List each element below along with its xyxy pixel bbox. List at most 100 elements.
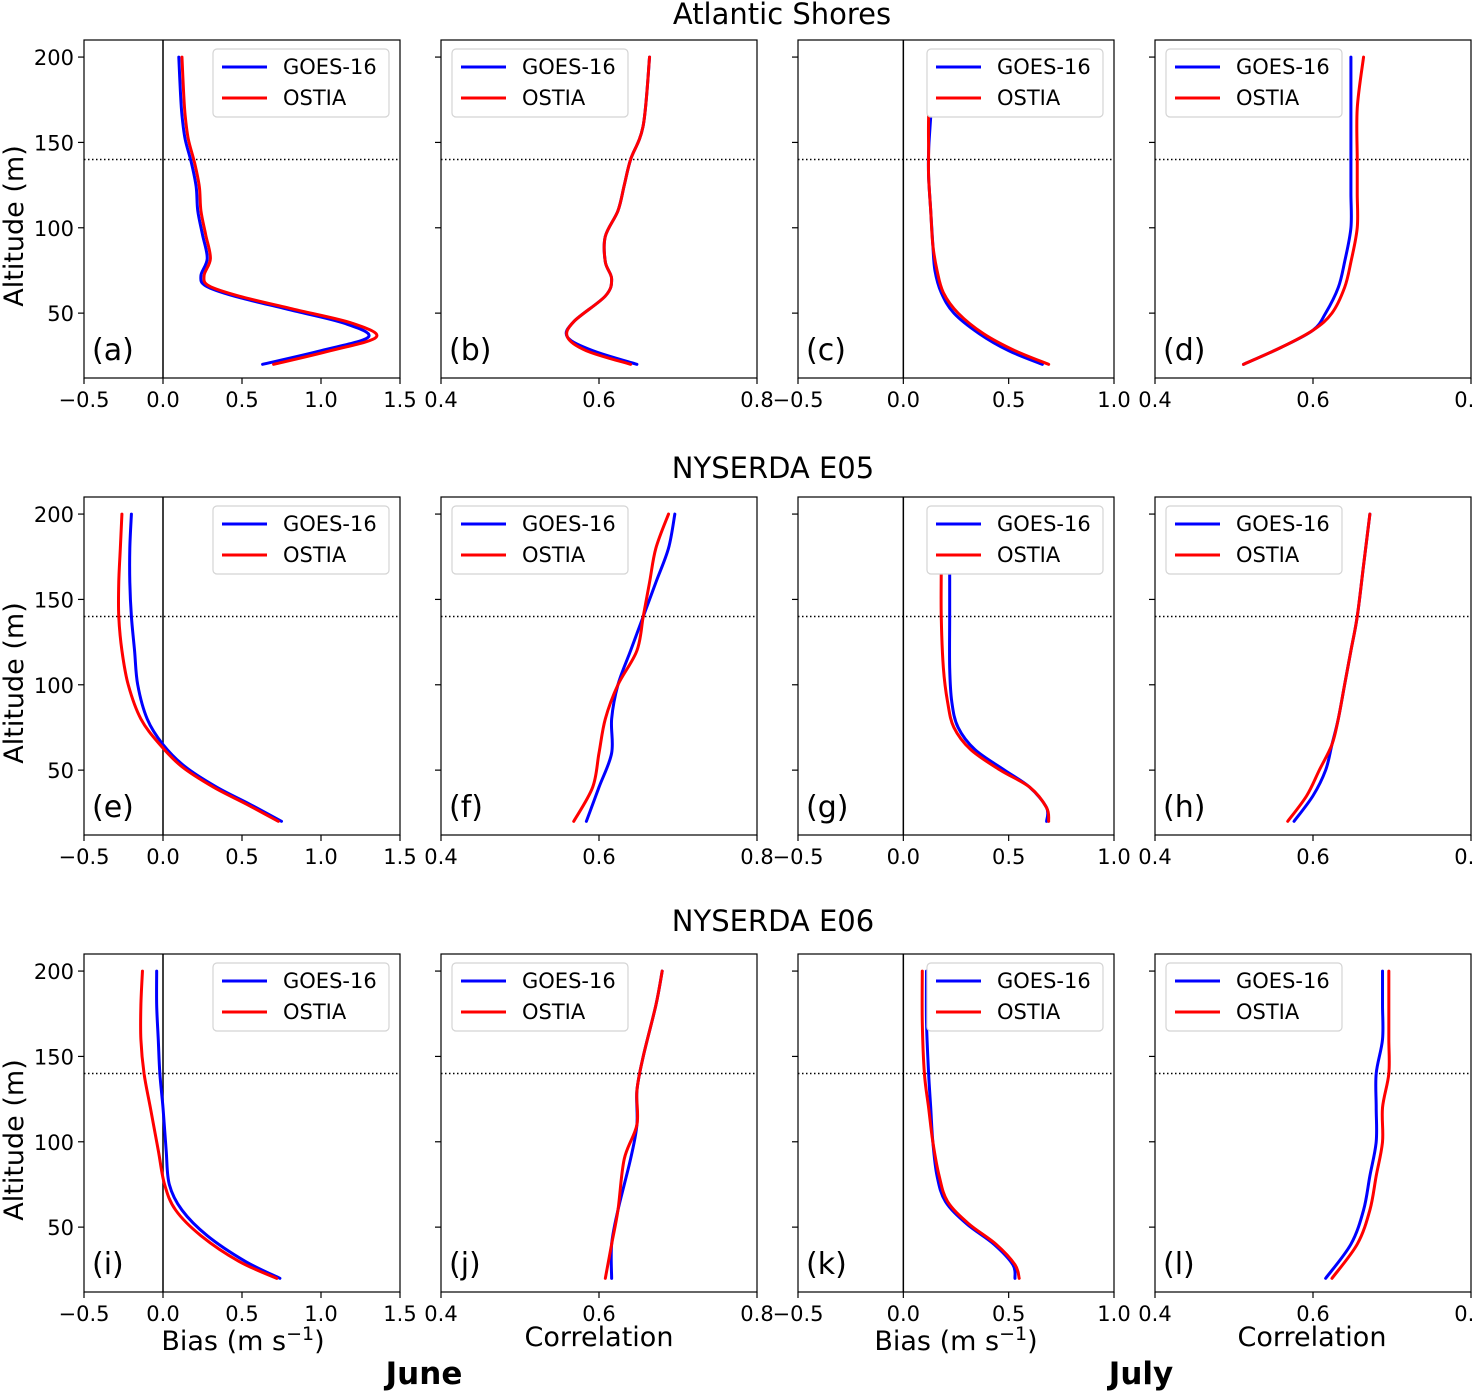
x-tick-label: −0.5 — [773, 388, 824, 412]
x-tick-label: 0.4 — [424, 388, 457, 412]
legend-entry: OSTIA — [283, 86, 347, 110]
panel-label: (h) — [1163, 790, 1205, 825]
y-tick-label: 200 — [34, 46, 74, 70]
y-axis-label-row-3: Altitude (m) — [0, 1059, 30, 1220]
y-tick-label: 50 — [47, 302, 74, 326]
panel: −0.5 0.0 0.5 1.0 1.5 50 100 150 200 (e) GOES-16 OST… — [34, 496, 417, 869]
series-line-ostia — [572, 512, 671, 823]
y-axis-label-row-1: Altitude (m) — [0, 145, 30, 306]
legend-entry: GOES-16 — [997, 55, 1091, 79]
legend: GOES-16 OSTIA — [212, 505, 390, 575]
x-tick-label: 0.5 — [225, 1302, 258, 1326]
bias-label-close: ) — [1027, 1326, 1038, 1357]
x-tick-label: 0.5 — [992, 388, 1025, 412]
x-tick-label: 0.6 — [582, 1302, 615, 1326]
series-line-ostia — [1286, 512, 1372, 823]
panels-group: −0.5 0.0 0.5 1.0 1.5 50 100 150 200 (a) GOES-16 OST… — [34, 39, 1472, 1326]
y-tick-label: 50 — [47, 1216, 74, 1240]
series-group — [1286, 512, 1372, 823]
x-tick-label: 0.4 — [424, 1302, 457, 1326]
legend-entry: OSTIA — [997, 1000, 1061, 1024]
series-line-ostia — [139, 969, 279, 1280]
legend-entry: OSTIA — [283, 1000, 347, 1024]
legend-entry: OSTIA — [522, 86, 586, 110]
panel: 0.4 0.6 0.8 (l) GOES-16 OSTIA — [1138, 953, 1472, 1326]
panel-label: (k) — [806, 1247, 847, 1282]
x-tick-label: 0.8 — [740, 388, 773, 412]
series-line-ostia — [926, 55, 1051, 366]
panel: −0.5 0.0 0.5 1.0 1.5 50 100 150 200 (i) GOES-16 OST… — [34, 953, 417, 1326]
y-tick-label: 150 — [34, 1045, 74, 1069]
legend: GOES-16 OSTIA — [926, 48, 1104, 118]
x-axis-label-june-bias: Bias (m s−1) — [161, 1323, 324, 1357]
x-tick-label: 0.0 — [146, 388, 179, 412]
x-axis-label-june-correlation: Correlation — [525, 1322, 674, 1353]
legend-entry: OSTIA — [283, 543, 347, 567]
x-tick-label: 0.6 — [582, 388, 615, 412]
series-group — [1324, 969, 1391, 1280]
month-label-june: June — [384, 1356, 463, 1392]
x-tick-label: 0.5 — [225, 845, 258, 869]
x-tick-label: 1.0 — [304, 845, 337, 869]
series-line-ostia — [939, 512, 1051, 823]
x-tick-label: 0.8 — [1454, 1302, 1472, 1326]
legend: GOES-16 OSTIA — [451, 48, 629, 118]
x-tick-label: 1.5 — [383, 1302, 416, 1326]
month-label-july: July — [1107, 1356, 1173, 1392]
panel: 0.4 0.6 0.8 (d) GOES-16 OSTIA — [1138, 39, 1472, 412]
legend: GOES-16 OSTIA — [926, 962, 1104, 1032]
x-tick-label: 0.0 — [146, 845, 179, 869]
series-group — [116, 512, 283, 823]
series-line-goes-16 — [584, 512, 677, 823]
row-title-1: Atlantic Shores — [673, 0, 891, 31]
bias-label-superscript: −1 — [286, 1323, 314, 1345]
x-axis-label-july-bias: Bias (m s−1) — [874, 1323, 1037, 1357]
series-group — [564, 55, 652, 366]
x-tick-label: 0.5 — [992, 1302, 1025, 1326]
panel-label: (l) — [1163, 1247, 1195, 1282]
x-tick-label: −0.5 — [773, 1302, 824, 1326]
y-tick-label: 150 — [34, 131, 74, 155]
panel: 0.4 0.6 0.8 (b) GOES-16 OSTIA — [424, 39, 774, 412]
bias-label-main: Bias (m s — [874, 1326, 999, 1357]
x-tick-label: 0.6 — [582, 845, 615, 869]
panel: −0.5 0.0 0.5 1.0 (c) GOES-16 OSTIA — [773, 39, 1131, 412]
panel: −0.5 0.0 0.5 1.0 (k) GOES-16 OSTIA — [773, 953, 1131, 1326]
legend-entry: GOES-16 — [997, 512, 1091, 536]
legend-entry: OSTIA — [1236, 1000, 1300, 1024]
x-tick-label: 0.4 — [1138, 1302, 1171, 1326]
x-tick-label: 1.0 — [1097, 845, 1130, 869]
x-tick-label: −0.5 — [59, 1302, 110, 1326]
legend-entry: OSTIA — [1236, 86, 1300, 110]
series-line-goes-16 — [1324, 969, 1385, 1280]
row-title-3: NYSERDA E06 — [672, 904, 874, 938]
y-tick-label: 50 — [47, 759, 74, 783]
x-tick-label: 0.4 — [1138, 388, 1171, 412]
x-tick-label: 0.0 — [146, 1302, 179, 1326]
x-tick-label: 0.0 — [887, 845, 920, 869]
legend-entry: GOES-16 — [997, 969, 1091, 993]
bias-label-close: ) — [314, 1326, 325, 1357]
legend: GOES-16 OSTIA — [212, 962, 390, 1032]
x-tick-label: 1.0 — [304, 388, 337, 412]
y-tick-label: 100 — [34, 217, 74, 241]
panel-label: (i) — [92, 1247, 124, 1282]
y-tick-label: 100 — [34, 674, 74, 698]
panel-label: (e) — [92, 790, 134, 825]
series-line-ostia — [565, 55, 652, 366]
panel-label: (d) — [1163, 333, 1205, 368]
legend-entry: OSTIA — [997, 86, 1061, 110]
y-tick-label: 200 — [34, 960, 74, 984]
legend-entry: GOES-16 — [1236, 512, 1330, 536]
bias-label-main: Bias (m s — [161, 1326, 286, 1357]
x-tick-label: 0.0 — [887, 1302, 920, 1326]
legend-entry: GOES-16 — [283, 512, 377, 536]
series-line-ostia — [920, 969, 1021, 1280]
legend-entry: OSTIA — [1236, 543, 1300, 567]
series-line-goes-16 — [155, 969, 282, 1280]
legend-entry: GOES-16 — [283, 55, 377, 79]
series-line-ostia — [1241, 55, 1366, 366]
panel-label: (c) — [806, 333, 846, 368]
panel: 0.4 0.6 0.8 (j) GOES-16 OSTIA — [424, 953, 774, 1326]
